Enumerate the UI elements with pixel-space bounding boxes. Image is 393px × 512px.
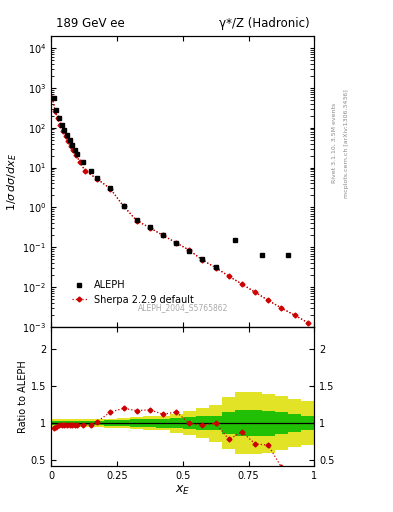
- Sherpa 2.2.9 default: [134, 218, 139, 224]
- ALEPH: [70, 142, 75, 148]
- ALEPH: [88, 168, 93, 175]
- ALEPH: [174, 240, 178, 246]
- Sherpa 2.2.9 default: [147, 225, 152, 231]
- ALEPH: [187, 248, 192, 254]
- Sherpa 2.2.9 default: [61, 127, 65, 134]
- Sherpa 2.2.9 default: [74, 152, 79, 158]
- ALEPH: [259, 252, 264, 258]
- ALEPH: [54, 106, 59, 113]
- Sherpa 2.2.9 default: [213, 265, 218, 271]
- Sherpa 2.2.9 default: [50, 95, 55, 101]
- ALEPH: [72, 146, 77, 153]
- Line: Sherpa 2.2.9 default: Sherpa 2.2.9 default: [51, 96, 310, 325]
- ALEPH: [200, 257, 205, 263]
- Sherpa 2.2.9 default: [266, 297, 271, 304]
- Y-axis label: Ratio to ALEPH: Ratio to ALEPH: [18, 360, 28, 433]
- Sherpa 2.2.9 default: [58, 122, 62, 129]
- ALEPH: [95, 175, 99, 181]
- ALEPH: [213, 264, 218, 270]
- Sherpa 2.2.9 default: [279, 305, 284, 311]
- Sherpa 2.2.9 default: [83, 168, 88, 174]
- Sherpa 2.2.9 default: [121, 203, 126, 209]
- ALEPH: [108, 185, 113, 191]
- Sherpa 2.2.9 default: [55, 115, 60, 121]
- Text: 189 GeV ee: 189 GeV ee: [56, 17, 125, 30]
- ALEPH: [134, 217, 139, 223]
- Sherpa 2.2.9 default: [63, 133, 68, 139]
- ALEPH: [161, 232, 165, 239]
- Sherpa 2.2.9 default: [253, 289, 257, 295]
- ALEPH: [64, 132, 69, 138]
- ALEPH: [233, 237, 238, 243]
- Sherpa 2.2.9 default: [187, 247, 192, 253]
- Line: ALEPH: ALEPH: [51, 96, 290, 269]
- Sherpa 2.2.9 default: [68, 142, 73, 148]
- ALEPH: [67, 137, 72, 143]
- Sherpa 2.2.9 default: [78, 159, 83, 165]
- ALEPH: [57, 115, 61, 121]
- Sherpa 2.2.9 default: [174, 240, 178, 246]
- ALEPH: [59, 121, 64, 127]
- Legend: ALEPH, Sherpa 2.2.9 default: ALEPH, Sherpa 2.2.9 default: [69, 277, 197, 308]
- ALEPH: [147, 224, 152, 230]
- ALEPH: [75, 151, 80, 157]
- ALEPH: [121, 203, 126, 209]
- Sherpa 2.2.9 default: [240, 281, 244, 287]
- Sherpa 2.2.9 default: [53, 108, 57, 114]
- Text: ALEPH_2004_S5765862: ALEPH_2004_S5765862: [138, 304, 228, 313]
- X-axis label: $x_E$: $x_E$: [175, 483, 190, 497]
- Text: γ*/Z (Hadronic): γ*/Z (Hadronic): [219, 17, 309, 30]
- ALEPH: [286, 252, 290, 258]
- Text: Rivet 3.1.10, 3.5M events: Rivet 3.1.10, 3.5M events: [332, 103, 337, 183]
- Sherpa 2.2.9 default: [108, 186, 113, 192]
- Sherpa 2.2.9 default: [161, 232, 165, 239]
- Sherpa 2.2.9 default: [71, 147, 76, 154]
- ALEPH: [51, 95, 56, 101]
- Sherpa 2.2.9 default: [200, 257, 205, 263]
- ALEPH: [80, 159, 85, 165]
- Sherpa 2.2.9 default: [95, 176, 99, 182]
- Y-axis label: $1/\sigma\,d\sigma/dx_E$: $1/\sigma\,d\sigma/dx_E$: [6, 153, 20, 210]
- Sherpa 2.2.9 default: [226, 273, 231, 279]
- Sherpa 2.2.9 default: [292, 312, 297, 318]
- Sherpa 2.2.9 default: [305, 319, 310, 326]
- ALEPH: [62, 127, 67, 133]
- Sherpa 2.2.9 default: [66, 138, 71, 144]
- Text: mcplots.cern.ch [arXiv:1306.3436]: mcplots.cern.ch [arXiv:1306.3436]: [344, 89, 349, 198]
